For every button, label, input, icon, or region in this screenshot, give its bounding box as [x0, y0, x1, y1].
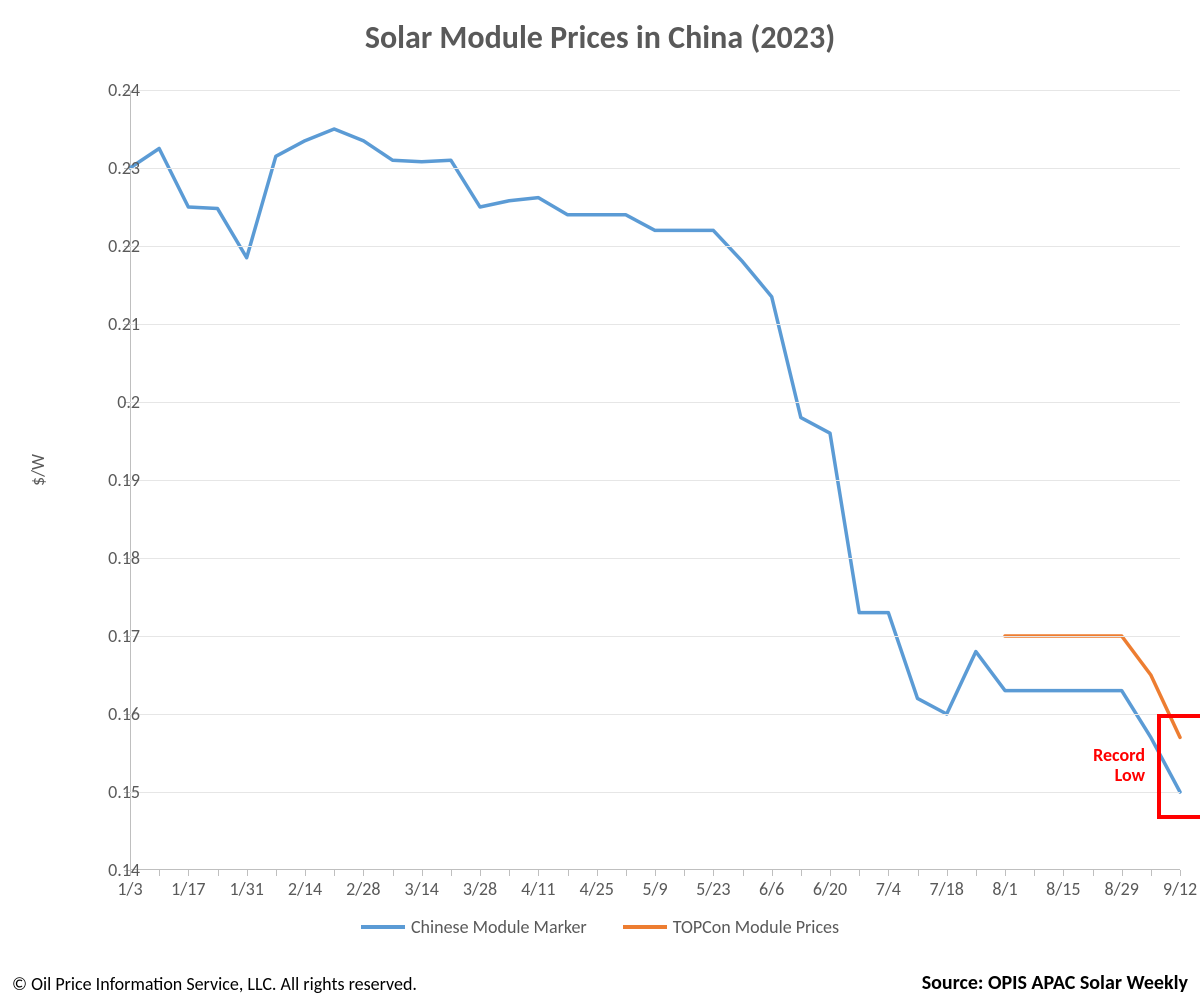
gridline [130, 402, 1180, 403]
x-tick-mark [538, 870, 539, 876]
x-tick-label: 6/6 [759, 878, 784, 900]
x-tick-label: 4/25 [579, 878, 613, 900]
x-tick-mark [772, 870, 773, 876]
x-tick-mark [947, 870, 948, 876]
record-low-box [1157, 714, 1200, 819]
x-tick-mark [597, 870, 598, 876]
legend-item: TOPCon Module Prices [623, 916, 839, 938]
x-tick-mark [1093, 870, 1094, 876]
x-tick-mark [888, 870, 889, 876]
x-tick-label: 1/31 [229, 878, 263, 900]
chart-container: Solar Module Prices in China (2023) $/W … [0, 0, 1200, 1003]
legend-item: Chinese Module Marker [361, 916, 587, 938]
x-tick-mark [626, 870, 627, 876]
y-tick-label: 0.2 [80, 391, 140, 413]
x-tick-label: 7/18 [929, 878, 963, 900]
x-tick-mark [451, 870, 452, 876]
x-tick-mark [509, 870, 510, 876]
x-tick-label: 1/3 [117, 878, 142, 900]
x-tick-label: 5/23 [696, 878, 730, 900]
y-tick-label: 0.22 [80, 235, 140, 257]
y-tick-label: 0.21 [80, 313, 140, 335]
x-tick-mark [713, 870, 714, 876]
gridline [130, 558, 1180, 559]
gridline [130, 792, 1180, 793]
x-tick-mark [743, 870, 744, 876]
x-tick-mark [218, 870, 219, 876]
y-tick-label: 0.16 [80, 703, 140, 725]
x-tick-mark [363, 870, 364, 876]
y-tick-label: 0.15 [80, 781, 140, 803]
x-tick-mark [159, 870, 160, 876]
y-axis-label: $/W [27, 454, 49, 486]
legend-swatch [623, 925, 667, 929]
gridline [130, 480, 1180, 481]
x-tick-label: 7/4 [876, 878, 901, 900]
gridline [130, 246, 1180, 247]
x-tick-label: 9/12 [1163, 878, 1197, 900]
source-text: Source: OPIS APAC Solar Weekly [922, 971, 1188, 995]
y-tick-label: 0.23 [80, 157, 140, 179]
x-tick-mark [247, 870, 248, 876]
plot-area: 1/31/171/312/142/283/143/284/114/255/95/… [130, 90, 1180, 870]
legend: Chinese Module Marker TOPCon Module Price… [0, 912, 1200, 938]
x-tick-mark [188, 870, 189, 876]
y-tick-label: 0.24 [80, 79, 140, 101]
copyright-text: © Oil Price Information Service, LLC. Al… [12, 973, 417, 995]
x-tick-mark [568, 870, 569, 876]
x-tick-label: 4/11 [521, 878, 555, 900]
x-tick-mark [276, 870, 277, 876]
x-tick-label: 5/9 [642, 878, 667, 900]
record-low-label: Record Low [1075, 745, 1145, 786]
x-tick-label: 8/1 [992, 878, 1017, 900]
y-tick-label: 0.14 [80, 859, 140, 881]
x-tick-mark [1063, 870, 1064, 876]
x-tick-mark [801, 870, 802, 876]
x-tick-mark [918, 870, 919, 876]
x-tick-mark [305, 870, 306, 876]
x-tick-mark [393, 870, 394, 876]
x-tick-mark [1005, 870, 1006, 876]
y-tick-label: 0.18 [80, 547, 140, 569]
x-tick-label: 1/17 [171, 878, 205, 900]
gridline [130, 636, 1180, 637]
x-tick-label: 6/20 [813, 878, 847, 900]
x-tick-mark [859, 870, 860, 876]
x-tick-mark [480, 870, 481, 876]
x-tick-label: 8/15 [1046, 878, 1080, 900]
legend-label: TOPCon Module Prices [673, 916, 839, 938]
x-tick-label: 3/14 [404, 878, 438, 900]
x-tick-label: 3/28 [463, 878, 497, 900]
x-tick-mark [1034, 870, 1035, 876]
x-tick-mark [422, 870, 423, 876]
legend-swatch [361, 925, 405, 929]
legend-label: Chinese Module Marker [411, 916, 587, 938]
x-tick-mark [1122, 870, 1123, 876]
gridline [130, 324, 1180, 325]
x-tick-mark [1180, 870, 1181, 876]
x-tick-mark [655, 870, 656, 876]
series-line [130, 129, 1180, 792]
x-tick-mark [976, 870, 977, 876]
chart-title: Solar Module Prices in China (2023) [0, 18, 1200, 57]
gridline [130, 714, 1180, 715]
y-tick-label: 0.17 [80, 625, 140, 647]
y-tick-label: 0.19 [80, 469, 140, 491]
x-tick-label: 2/14 [288, 878, 322, 900]
x-tick-label: 2/28 [346, 878, 380, 900]
x-tick-mark [684, 870, 685, 876]
series-line [1005, 636, 1180, 737]
gridline [130, 90, 1180, 91]
x-tick-mark [830, 870, 831, 876]
x-tick-mark [1151, 870, 1152, 876]
gridline [130, 168, 1180, 169]
x-tick-label: 8/29 [1104, 878, 1138, 900]
x-tick-mark [334, 870, 335, 876]
